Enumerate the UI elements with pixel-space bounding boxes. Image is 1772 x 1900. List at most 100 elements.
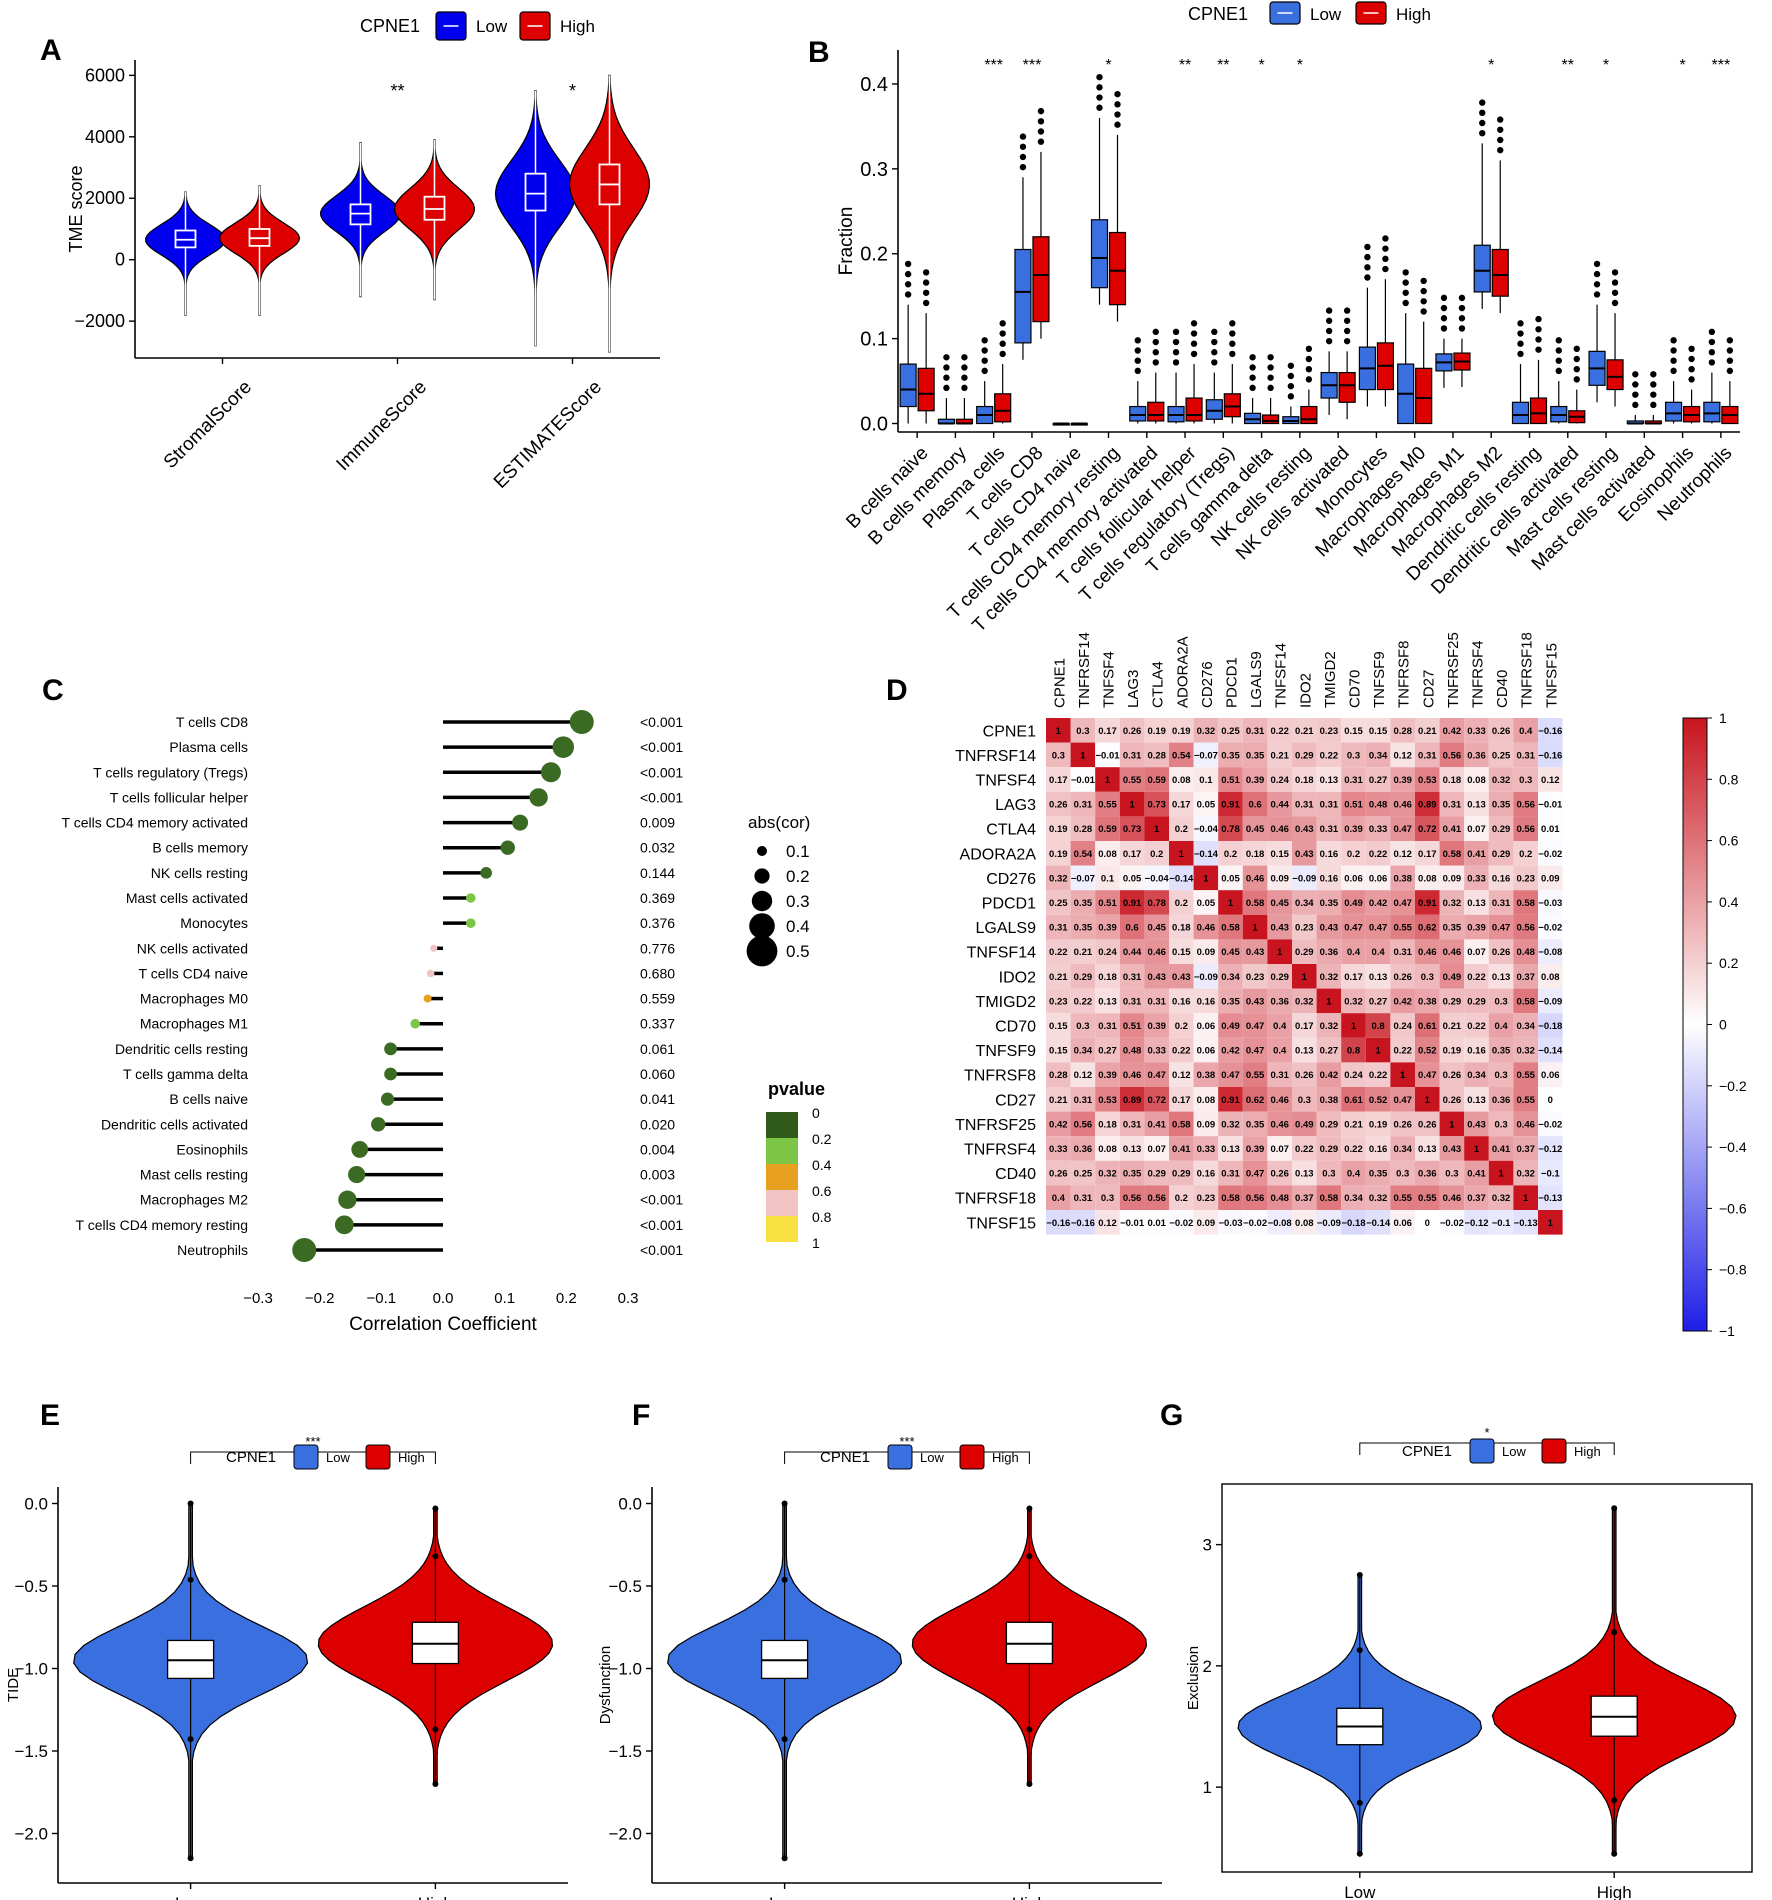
panel-d-cell [1267,791,1292,817]
panel-d-cell-value: 0.2 [1175,1193,1188,1204]
panel-b-outlier [1134,337,1141,344]
panel-d-cell [1390,1087,1415,1112]
panel-d-cell-value: 0.16 [1320,849,1339,860]
panel-d-cell [1292,1210,1317,1235]
panel-d-cell [1046,767,1071,792]
panel-d-cell [1488,1087,1514,1112]
panel-d-cell [1267,1210,1292,1235]
panel-d-cell [1464,1013,1489,1038]
panel-b-outlier [1305,376,1313,383]
panel-b-outlier [1172,328,1180,336]
panel-b-outlier [1343,327,1351,335]
panel-d-col-label: TNFSF15 [1543,643,1560,708]
panel-d-cell [1193,1013,1219,1038]
panel-f-y-tick-label: −0.5 [608,1577,642,1596]
panel-g-legend-high-label: High [1574,1444,1601,1459]
panel-b-outlier [1402,289,1409,296]
panel-d-cell-value: 0.29 [1295,750,1314,761]
panel-d-cell [1218,1111,1243,1137]
panel-d-cell [1292,841,1317,866]
panel-d-cell [1070,988,1096,1014]
panel-d-cell [1365,1210,1391,1235]
panel-b-significance: *** [1712,57,1731,74]
panel-b-outlier [1152,338,1159,346]
panel-c-pvalue: 0.009 [640,815,675,831]
panel-b-outlier [981,367,988,375]
panel-d-cell-value: −0.1 [1541,1169,1560,1180]
panel-b-outlier [1573,376,1580,383]
panel-d-cell [1095,914,1120,940]
panel-b-outlier [961,354,968,361]
panel-d-cell-value: 0.47 [1393,898,1412,909]
panel-d-cell-value: 0.21 [1049,1095,1068,1106]
panel-c-point [384,1067,397,1081]
panel-d-cell [1365,1136,1391,1161]
panel-d-cell [1341,1136,1366,1161]
panel-c-color-legend-swatch [766,1190,798,1216]
panel-g-letter: G [1160,1399,1183,1432]
panel-d-cell-value: 0.37 [1467,1193,1486,1204]
panel-d-cell [1316,865,1342,891]
panel-d-cell [1390,1136,1415,1161]
panel-d-col-label: CTLA4 [1150,661,1167,708]
panel-d-cell-value: 0.41 [1467,1169,1486,1180]
panel-d-cell-value: 0.2 [1150,849,1163,860]
panel-c-pvalue: <0.001 [640,1192,683,1208]
panel-d-cell [1144,1037,1169,1063]
panel-d-colorbar-label: −0.8 [1719,1262,1747,1278]
panel-d-cell [1538,1210,1563,1235]
panel-d-cell-value: 0.36 [1320,947,1339,958]
panel-d-cell [1046,1185,1071,1210]
panel-b-significance: * [1603,57,1609,74]
panel-g-outlier [1356,1647,1363,1654]
panel-c-row-label: T cells CD4 naive [139,965,249,981]
panel-b-outlier [1708,359,1716,366]
panel-d-cell [1316,964,1342,989]
panel-d-cell-value: 0.32 [1320,1021,1339,1032]
panel-a-ylabel: TME score [66,165,86,252]
panel-d-cell-value: 0.2 [1175,1021,1188,1032]
panel-d-cell-value: 1 [1375,1046,1381,1057]
panel-b-significance: * [1297,57,1303,74]
panel-c-row-label: Mast cells activated [126,890,248,906]
panel-d-cell [1144,1160,1169,1186]
panel-b-outlier [1440,294,1448,302]
panel-d-cell [1292,718,1317,743]
panel-c-pvalue: 0.060 [640,1066,675,1082]
panel-d-cell-value: 0.34 [1221,972,1240,983]
panel-d-cell-value: 0.29 [1172,1169,1191,1180]
panel-d-cell [1267,1111,1292,1137]
panel-d-cell-value: 0.55 [1516,1070,1535,1081]
panel-c-row-label: T cells regulatory (Tregs) [93,764,248,780]
panel-d-cell-value: 0.26 [1418,1119,1437,1130]
panel-d-cell [1538,890,1563,915]
panel-e-outlier [432,1781,439,1787]
panel-d-cell-value: −0.13 [1514,1218,1538,1229]
panel-b-box-low [1090,219,1109,289]
panel-d-cell-value: 0.29 [1467,996,1486,1007]
panel-d-cell [1365,988,1391,1014]
panel-a-letter: A [40,34,62,67]
panel-d-cell [1218,1087,1243,1112]
panel-d-cell [1341,890,1366,915]
panel-d-cell-value: 0.33 [1147,1046,1166,1057]
panel-d-cell [1169,1087,1194,1112]
panel-b-outlier [1726,347,1734,354]
panel-d-cell-value: 0.52 [1418,1046,1437,1057]
panel-c-color-legend-swatch [766,1216,798,1242]
panel-d-cell [1144,816,1169,841]
panel-b-outlier [1037,118,1045,125]
panel-d-cell-value: 0.62 [1246,1095,1265,1106]
panel-d-cell-value: 0.32 [1443,898,1462,909]
panel-d-cell-value: 0.46 [1270,1119,1289,1130]
panel-b-outlier [922,269,930,276]
panel-g-legend-low-label: Low [1502,1444,1526,1459]
panel-b-outlier [999,330,1006,337]
panel-d-cell-value: 0.56 [1147,1193,1166,1204]
panel-b-outlier [1535,326,1542,333]
panel-b-outlier [1611,269,1619,276]
panel-d-cell-value: 1 [1548,1218,1554,1229]
panel-d-cell-value: −0.12 [1538,1144,1562,1155]
panel-d-cell [1242,1062,1268,1087]
